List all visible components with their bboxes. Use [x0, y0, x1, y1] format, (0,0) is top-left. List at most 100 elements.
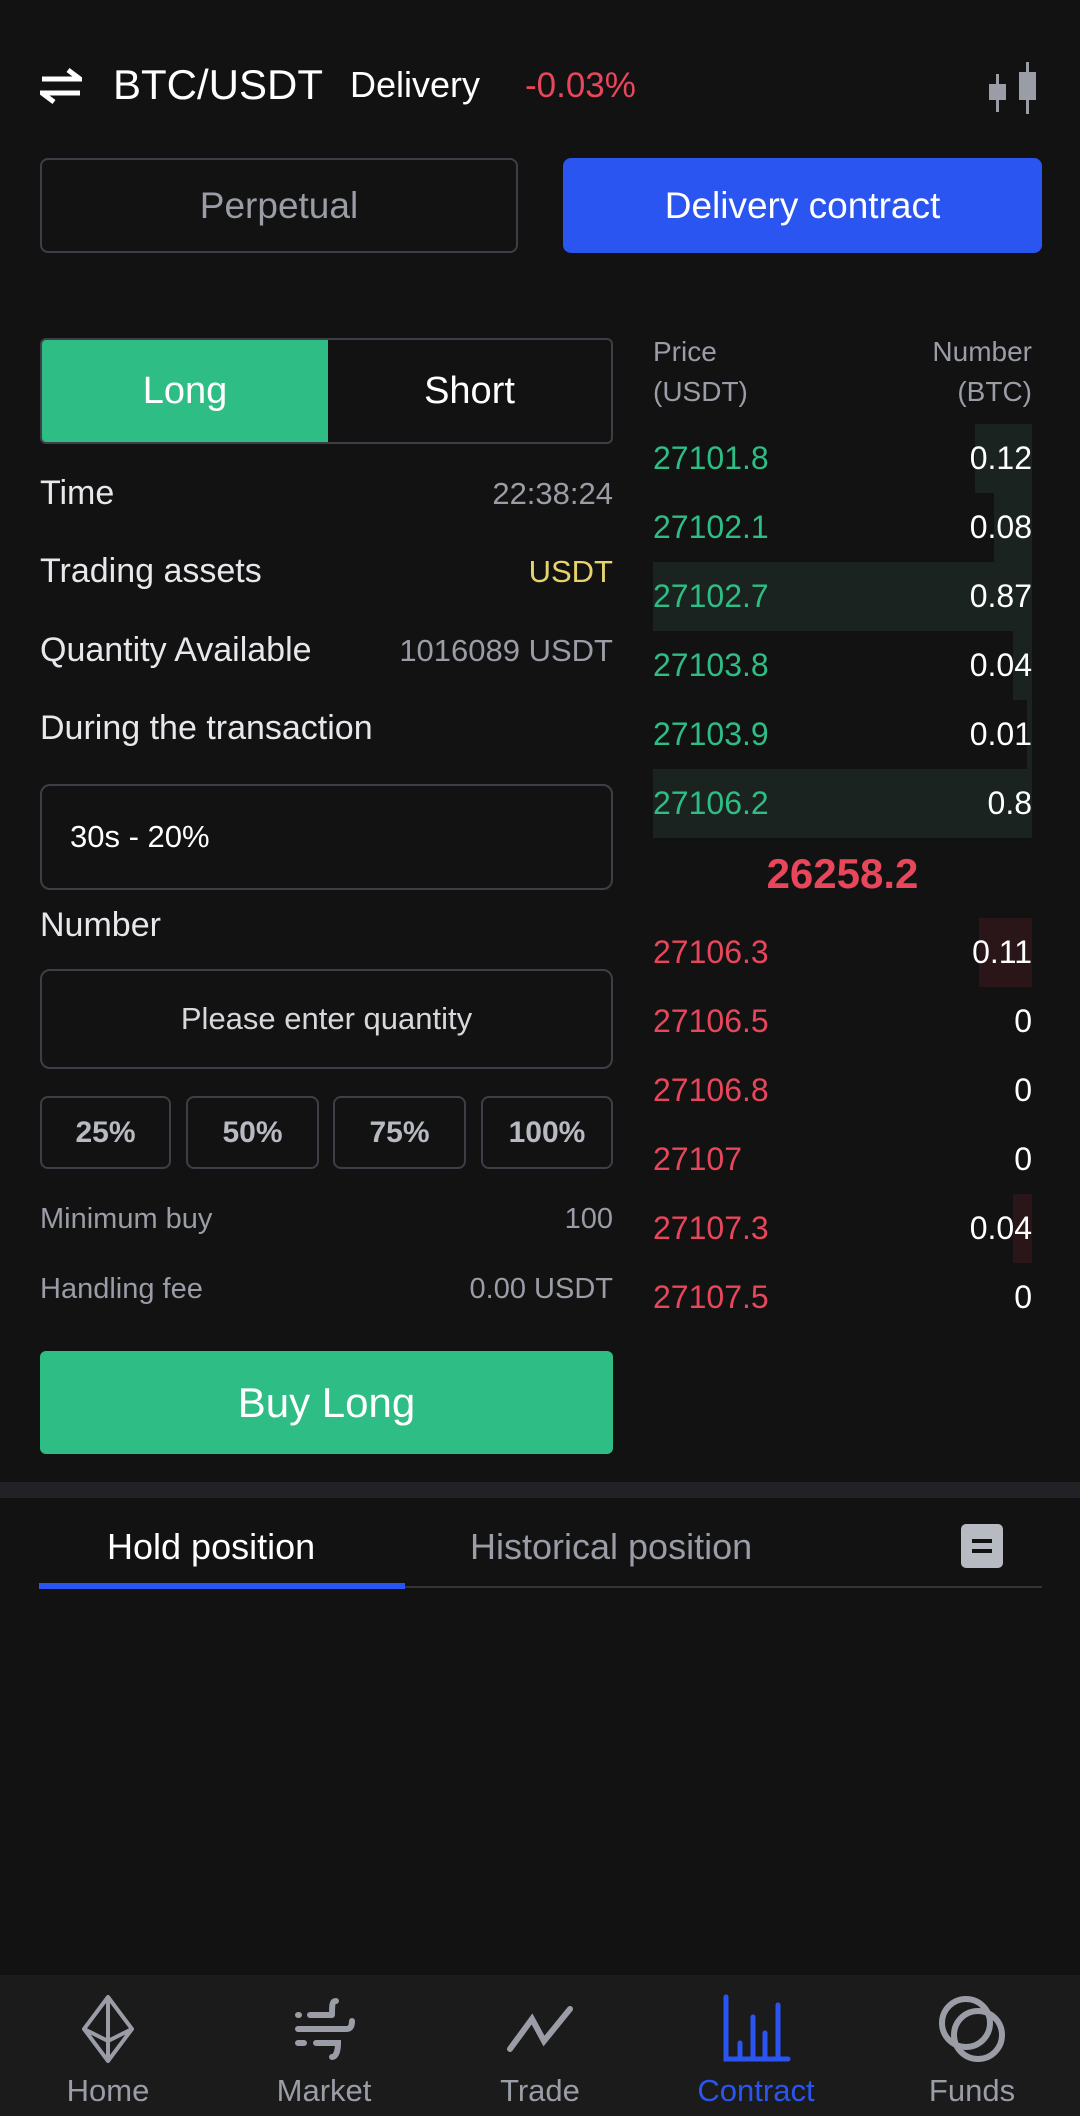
order-price: 27101.8	[653, 440, 769, 476]
tab-delivery-contract[interactable]: Delivery contract	[563, 158, 1042, 253]
fee-row: Handling fee 0.00 USDT	[40, 1273, 613, 1306]
fee-label: Handling fee	[40, 1273, 203, 1305]
order-price: 27106.5	[653, 1003, 769, 1039]
during-label: During the transaction	[40, 709, 373, 747]
number-header-label: Number	[932, 336, 1032, 367]
number-header-unit: (BTC)	[957, 376, 1032, 407]
order-qty: 0.87	[969, 578, 1032, 614]
bids-row[interactable]: 27106.2 0.8	[653, 769, 1032, 838]
depth-bar	[994, 493, 1032, 562]
long-button[interactable]: Long	[42, 340, 328, 442]
pair-title[interactable]: BTC/USDT	[113, 61, 323, 108]
order-qty: 0.04	[969, 1210, 1032, 1246]
buy-long-button[interactable]: Buy Long	[40, 1351, 613, 1454]
depth-bar	[653, 769, 1032, 838]
nav-trade[interactable]: Trade	[432, 1975, 648, 2116]
bids-row[interactable]: 27101.8 0.12	[653, 424, 1032, 493]
nav-label: Home	[66, 2073, 150, 2108]
short-button[interactable]: Short	[424, 369, 515, 412]
number-header: Number (BTC)	[932, 332, 1032, 412]
time-value: 22:38:24	[492, 475, 613, 511]
order-price: 27107	[653, 1141, 742, 1177]
pct-50-button[interactable]: 50%	[186, 1096, 319, 1169]
tab-hold-position[interactable]: Hold position	[107, 1526, 316, 1567]
bar-chart-icon	[723, 1994, 791, 2062]
tab-perpetual[interactable]: Perpetual	[40, 158, 518, 253]
order-qty: 0	[1014, 1072, 1032, 1108]
asks-row[interactable]: 27107.5 0	[653, 1263, 1032, 1332]
wind-icon	[295, 1998, 355, 2060]
number-label: Number	[40, 906, 161, 944]
price-header-label: Price	[653, 336, 717, 367]
time-label: Time	[40, 474, 115, 512]
order-price: 27106.3	[653, 934, 769, 970]
bids-row[interactable]: 27103.8 0.04	[653, 631, 1032, 700]
order-qty: 0	[1014, 1279, 1032, 1315]
order-price: 27106.8	[653, 1072, 769, 1108]
depth-bar	[978, 918, 1032, 987]
nav-label: Funds	[928, 2073, 1016, 2108]
rings-icon	[939, 1996, 1005, 2062]
asks-row[interactable]: 27107 0	[653, 1125, 1032, 1194]
order-price: 27107.3	[653, 1210, 769, 1246]
assets-label: Trading assets	[40, 552, 262, 590]
order-qty: 0.8	[987, 785, 1032, 821]
order-price: 27103.9	[653, 716, 769, 752]
last-price: 26258.2	[766, 850, 919, 897]
asks-row[interactable]: 27106.5 0	[653, 987, 1032, 1056]
nav-label: Market	[276, 2073, 372, 2108]
price-change: -0.03%	[525, 66, 636, 105]
nav-label: Contract	[697, 2073, 815, 2108]
nav-funds[interactable]: Funds	[864, 1975, 1080, 2116]
price-header: Price (USDT)	[653, 332, 748, 412]
order-price: 27102.7	[653, 578, 769, 614]
candlestick-chart-icon[interactable]	[985, 62, 1043, 114]
fee-value: 0.00 USDT	[469, 1273, 613, 1305]
nav-home[interactable]: Home	[0, 1975, 216, 2116]
tab-divider	[39, 1586, 1042, 1588]
nav-market[interactable]: Market	[216, 1975, 432, 2116]
depth-bar	[653, 562, 1032, 631]
quantity-input[interactable]: Please enter quantity	[40, 969, 613, 1069]
order-qty: 0.04	[969, 647, 1032, 683]
order-price: 27107.5	[653, 1279, 769, 1315]
asks-row[interactable]: 27106.3 0.11	[653, 918, 1032, 987]
nav-contract[interactable]: Contract	[648, 1975, 864, 2116]
tab-historical-position[interactable]: Historical position	[470, 1526, 753, 1567]
assets-value: USDT	[528, 553, 613, 589]
min-buy-row: Minimum buy 100	[40, 1203, 613, 1236]
min-buy-value: 100	[564, 1203, 613, 1235]
depth-bar	[1013, 1194, 1032, 1263]
order-price: 27103.8	[653, 647, 769, 683]
pct-25-button[interactable]: 25%	[40, 1096, 171, 1169]
during-row: During the transaction	[40, 709, 613, 748]
available-label: Quantity Available	[40, 631, 312, 669]
bids-row[interactable]: 27102.7 0.87	[653, 562, 1032, 631]
swap-icon[interactable]	[40, 68, 82, 104]
trend-icon	[507, 2006, 573, 2052]
depth-bar	[975, 424, 1032, 493]
bottom-nav: Home Market Trade Contract Funds	[0, 1975, 1080, 2116]
depth-bar	[1027, 700, 1032, 769]
ethereum-icon	[82, 1995, 134, 2063]
pct-100-button[interactable]: 100%	[481, 1096, 613, 1169]
order-qty: 0.08	[969, 509, 1032, 545]
asks-row[interactable]: 27106.8 0	[653, 1056, 1032, 1125]
assets-row: Trading assets USDT	[40, 552, 613, 591]
active-tab-indicator	[39, 1583, 405, 1589]
available-value: 1016089 USDT	[399, 632, 613, 668]
price-header-unit: (USDT)	[653, 376, 748, 407]
pct-75-button[interactable]: 75%	[333, 1096, 466, 1169]
time-row: Time 22:38:24	[40, 474, 613, 513]
asks-row[interactable]: 27107.3 0.04	[653, 1194, 1032, 1263]
order-qty: 0.01	[969, 716, 1032, 752]
bids-row[interactable]: 27102.1 0.08	[653, 493, 1032, 562]
document-icon[interactable]	[961, 1524, 1003, 1568]
order-price: 27106.2	[653, 785, 769, 821]
order-qty: 0.11	[972, 934, 1032, 970]
bids-row[interactable]: 27103.9 0.01	[653, 700, 1032, 769]
number-row: Number	[40, 906, 613, 945]
order-qty: 0.12	[969, 440, 1032, 476]
order-qty: 0	[1014, 1141, 1032, 1177]
duration-select[interactable]: 30s - 20%	[40, 784, 613, 890]
